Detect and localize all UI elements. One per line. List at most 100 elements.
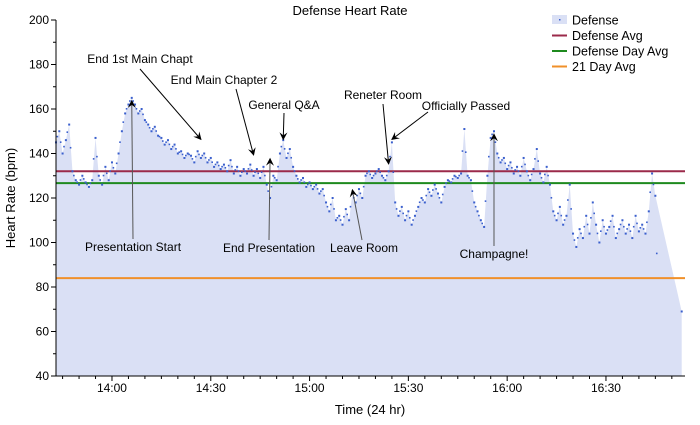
data-point: [651, 173, 653, 175]
data-point: [646, 221, 648, 223]
data-point: [281, 146, 283, 148]
data-point: [536, 148, 538, 150]
data-point: [348, 219, 350, 221]
data-point: [513, 173, 515, 175]
data-point: [172, 146, 174, 148]
data-point: [342, 224, 344, 226]
data-point: [132, 100, 134, 102]
data-point: [98, 175, 100, 177]
data-point: [356, 195, 358, 197]
data-point: [228, 165, 230, 167]
data-point: [386, 175, 388, 177]
y-tick-label: 120: [29, 191, 49, 205]
y-tick-label: 140: [29, 147, 49, 161]
data-point: [195, 156, 197, 158]
data-point: [491, 134, 493, 136]
data-point: [118, 153, 120, 155]
data-point: [427, 188, 429, 190]
data-point: [320, 190, 322, 192]
data-point: [70, 147, 72, 149]
data-point: [221, 166, 223, 168]
data-point: [295, 175, 297, 177]
data-point: [307, 184, 309, 186]
data-point: [498, 157, 500, 159]
data-point: [480, 219, 482, 221]
data-point: [256, 168, 258, 170]
data-point: [621, 219, 623, 221]
data-point: [220, 168, 222, 170]
data-point: [435, 188, 437, 190]
data-point: [126, 108, 128, 110]
data-point: [246, 173, 248, 175]
data-point: [458, 175, 460, 177]
data-point: [218, 165, 220, 167]
data-point: [170, 148, 172, 150]
data-point: [262, 166, 264, 168]
data-point: [381, 175, 383, 177]
data-point: [506, 168, 508, 170]
data-point: [162, 140, 164, 142]
data-point: [190, 155, 192, 157]
data-point: [547, 175, 549, 177]
data-point: [338, 215, 340, 217]
data-point: [106, 173, 108, 175]
data-point: [234, 169, 236, 171]
data-point: [286, 157, 288, 159]
data-point: [448, 180, 450, 182]
annotation-label: End Presentation: [223, 241, 315, 255]
legend-label: Defense Day Avg: [572, 45, 668, 59]
data-point: [437, 193, 439, 195]
data-point: [584, 226, 586, 228]
data-point: [197, 150, 199, 152]
annotation-label: Presentation Start: [85, 240, 182, 254]
data-point: [470, 179, 472, 181]
data-point: [439, 197, 441, 199]
data-point: [287, 153, 289, 155]
data-point: [537, 160, 539, 162]
data-point: [142, 114, 144, 116]
data-point: [503, 157, 505, 159]
data-point: [95, 137, 97, 139]
data-point: [167, 139, 169, 141]
data-point: [615, 237, 617, 239]
data-point: [124, 112, 126, 114]
data-point: [595, 224, 597, 226]
data-point: [294, 170, 296, 172]
data-point: [68, 124, 70, 126]
data-point: [313, 186, 315, 188]
data-point: [175, 148, 177, 150]
data-point: [374, 173, 376, 175]
data-point: [425, 195, 427, 197]
data-point: [524, 164, 526, 166]
data-point: [83, 178, 85, 180]
data-point: [261, 171, 263, 173]
data-point: [572, 233, 574, 235]
data-point: [309, 181, 311, 183]
data-point: [300, 179, 302, 181]
data-point: [542, 181, 544, 183]
data-point: [58, 130, 60, 132]
data-point: [409, 217, 411, 219]
data-point: [310, 185, 312, 187]
data-point: [603, 226, 605, 228]
data-point: [396, 208, 398, 210]
data-point: [641, 224, 643, 226]
data-point: [315, 184, 317, 186]
data-point: [211, 161, 213, 163]
data-point: [345, 208, 347, 210]
data-point: [620, 224, 622, 226]
data-point: [139, 110, 141, 112]
data-point: [198, 154, 200, 156]
data-point: [213, 166, 215, 168]
data-point: [610, 220, 612, 222]
y-tick-label: 40: [36, 369, 50, 383]
data-point: [607, 229, 609, 231]
data-point: [467, 175, 469, 177]
data-point: [271, 186, 273, 188]
data-point: [236, 166, 238, 168]
data-point: [618, 228, 620, 230]
data-point: [486, 175, 488, 177]
data-point: [559, 206, 561, 208]
data-point: [623, 226, 625, 228]
data-point: [297, 178, 299, 180]
